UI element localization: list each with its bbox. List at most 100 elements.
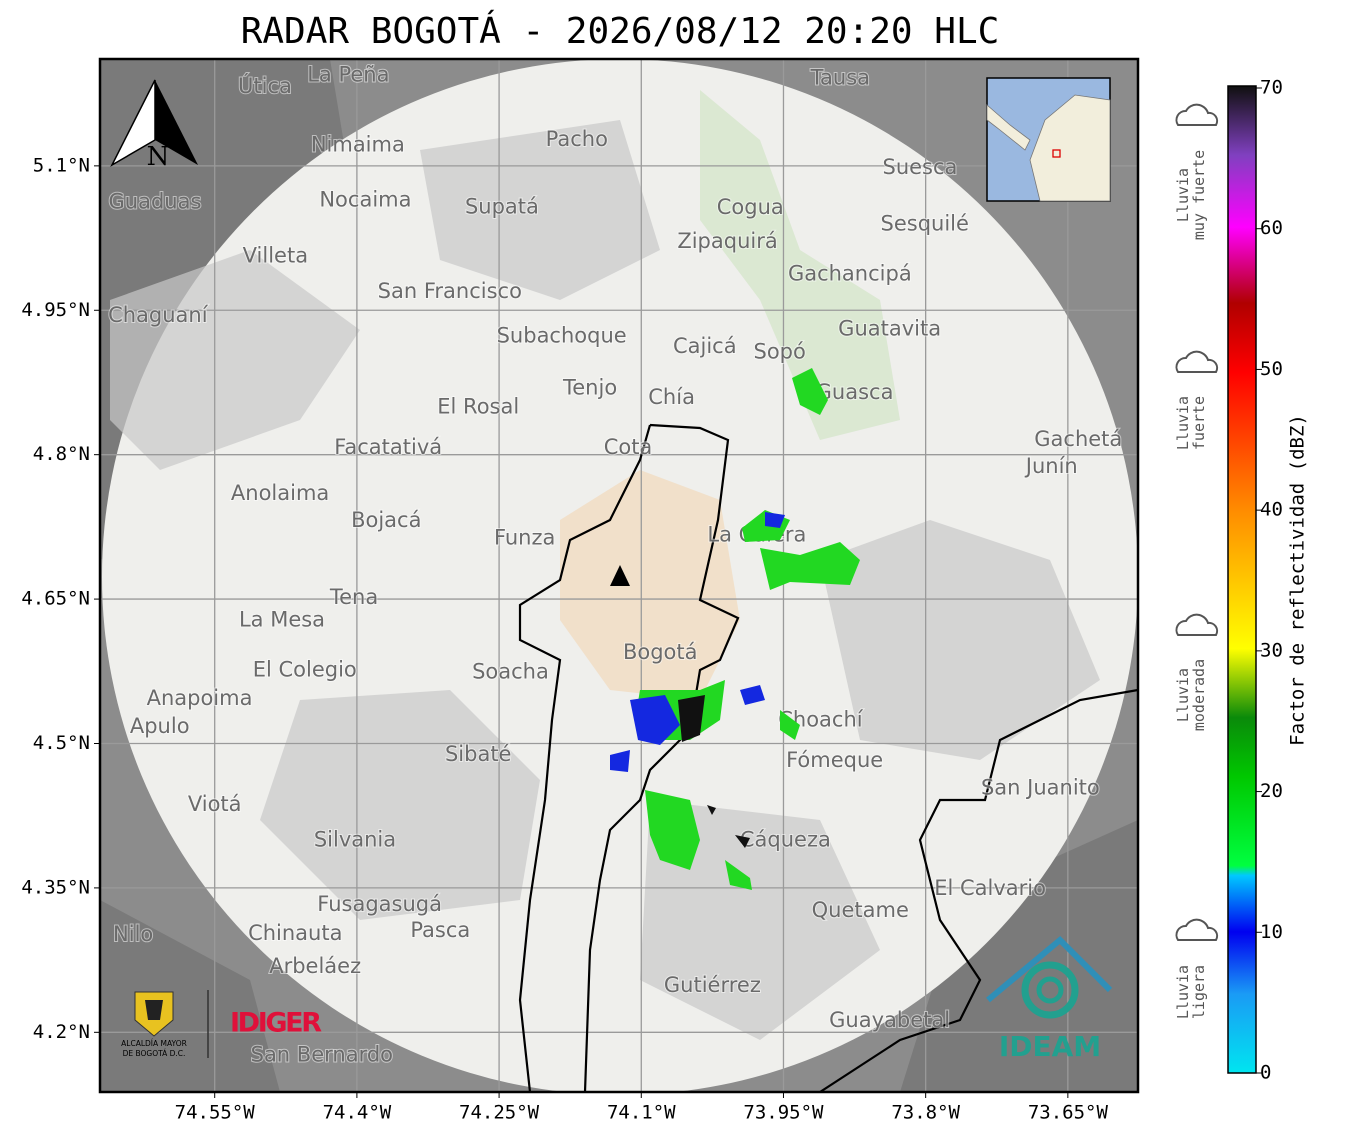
y-tick-label: 4.35°N (21, 876, 90, 898)
rain-icon (1175, 350, 1219, 373)
y-tick-label: 4.95°N (21, 299, 90, 321)
place-label: Apulo (130, 714, 190, 738)
place-label: Sesquilé (881, 212, 969, 236)
place-label: Chía (648, 385, 695, 409)
place-label: Bojacá (351, 508, 421, 532)
colorbar (1227, 85, 1257, 1074)
place-label: Arbeláez (269, 954, 361, 978)
place-label: Guaduas (109, 189, 202, 213)
y-tick-label: 4.65°N (21, 588, 90, 610)
place-label: El Colegio (253, 657, 357, 681)
place-label: Chaguaní (108, 303, 209, 327)
logo-alcaldia: ALCALDÍA MAYOR DE BOGOTÁ D.C. IDIGER (121, 990, 322, 1058)
place-label: Gachancipá (788, 262, 912, 286)
urban-area (560, 470, 740, 700)
logo-ideam: IDEAM (986, 935, 1113, 1063)
rain-label: moderada (1190, 659, 1208, 731)
north-arrow: N (110, 79, 198, 172)
place-label: El Calvario (934, 876, 1046, 900)
radar-echoes (610, 368, 860, 890)
x-tick-label: 74.1°W (607, 1102, 676, 1124)
rain-icon (1175, 103, 1219, 126)
place-label: Tenjo (562, 375, 617, 399)
place-label: Nocaima (319, 188, 411, 212)
place-label: Fusagasugá (317, 892, 442, 916)
place-label: Bogotá (623, 640, 698, 664)
rain-label: Lluvia (1174, 396, 1192, 450)
y-tick-label: 4.5°N (33, 732, 90, 754)
idiger-logo: IDIGER (230, 1008, 322, 1039)
place-label: Suesca (883, 155, 958, 179)
place-label: Pasca (410, 918, 470, 942)
y-tick-label: 4.8°N (33, 443, 90, 465)
echo-strong (678, 695, 750, 848)
place-label: Zipaquirá (677, 229, 777, 253)
boundaries (518, 423, 1138, 1092)
rain-icon (1175, 613, 1219, 636)
echo-light (610, 512, 785, 772)
place-label: Guayabetal (829, 1008, 950, 1032)
colorbar-tick-label: 40 (1260, 499, 1283, 521)
place-label: Fómeque (786, 748, 883, 772)
radar-site (610, 565, 630, 586)
x-tick-label: 73.95°W (743, 1102, 824, 1124)
ideam-logo: IDEAM (999, 1030, 1101, 1063)
place-label: Guasca (816, 380, 894, 404)
place-label: Guatavita (838, 317, 941, 341)
alcaldia-line: DE BOGOTÁ D.C. (123, 1049, 186, 1058)
alcaldia-line: ALCALDÍA MAYOR (121, 1039, 187, 1048)
y-tick-label: 5.1°N (33, 154, 90, 176)
colorbar-tick-label: 50 (1260, 358, 1283, 380)
place-label: Anapoima (147, 686, 253, 710)
place-label: Soacha (472, 659, 549, 683)
colorbar-tick-label: 60 (1260, 217, 1283, 239)
place-label: Útica (238, 73, 292, 98)
place-label: Silvania (314, 828, 396, 852)
place-label: Facatativá (334, 435, 442, 459)
place-label: La Peña (307, 62, 389, 86)
place-label: Cajicá (673, 334, 737, 358)
colorbar-tick-label: 0 (1260, 1062, 1271, 1084)
place-label: Junín (1024, 454, 1078, 478)
colorbar-tick-label: 20 (1260, 780, 1283, 802)
rain-icon (1175, 918, 1219, 941)
terrain (100, 59, 1138, 1092)
place-label: Gutiérrez (664, 973, 761, 997)
colorbar-tick-label: 70 (1260, 77, 1283, 99)
x-tick-label: 74.55°W (175, 1102, 256, 1124)
y-tick-label: 4.2°N (33, 1021, 90, 1043)
inset-map (986, 77, 1111, 202)
place-label: Tausa (810, 65, 870, 89)
place-label: Supatá (465, 194, 539, 218)
place-label: Gachetá (1034, 427, 1122, 451)
place-label: Tena (329, 585, 378, 609)
colorbar-tick-label: 10 (1260, 921, 1283, 943)
place-label: Villeta (243, 243, 308, 267)
place-label: Anolaima (231, 481, 329, 505)
echo-moderate (635, 368, 860, 890)
place-label: Sopó (753, 340, 805, 364)
place-labels: La Peña Útica Tausa Pacho Nimaima Guaduas Noca… (107, 61, 1123, 1067)
x-tick-label: 73.65°W (1028, 1102, 1109, 1124)
place-label: Funza (494, 525, 555, 549)
place-label: San Francisco (378, 279, 522, 303)
rain-label: Lluvia (1174, 965, 1192, 1019)
place-label: Cáqueza (740, 828, 831, 852)
rain-label: muy fuerte (1190, 150, 1208, 240)
place-label: La Mesa (239, 607, 325, 631)
rain-label: fuerte (1190, 396, 1208, 450)
rain-label: ligera (1190, 965, 1208, 1019)
x-tick-label: 74.25°W (459, 1102, 540, 1124)
place-label: Quetame (812, 898, 909, 922)
place-label: San Juanito (981, 776, 1100, 800)
x-tick-label: 73.8°W (891, 1102, 960, 1124)
north-label: N (147, 142, 170, 172)
place-label: Nilo (113, 922, 153, 946)
x-tick-label: 74.4°W (323, 1102, 392, 1124)
place-label: Chinauta (248, 921, 342, 945)
place-label: Nimaima (311, 133, 405, 157)
